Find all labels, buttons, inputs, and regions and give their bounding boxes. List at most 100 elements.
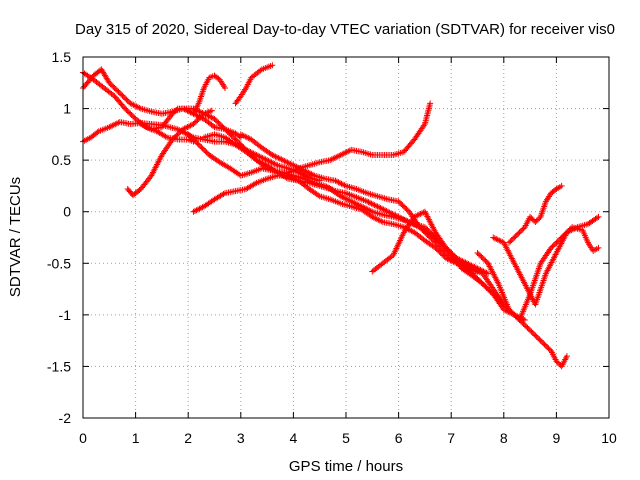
data-point — [185, 131, 192, 138]
data-point — [536, 336, 543, 343]
data-point — [396, 199, 403, 206]
data-point — [438, 251, 445, 258]
data-point — [479, 255, 486, 262]
chart-title: Day 315 of 2020, Sidereal Day-to-day VTE… — [75, 21, 615, 38]
data-point — [550, 242, 557, 249]
data-point — [595, 213, 602, 220]
data-point — [512, 233, 519, 240]
data-point — [490, 291, 497, 298]
data-point — [506, 306, 513, 313]
series-arc9 — [200, 100, 434, 176]
data-point — [94, 129, 101, 136]
data-point — [190, 136, 197, 143]
data-point — [427, 234, 434, 241]
data-point — [563, 353, 570, 360]
data-point — [475, 277, 482, 284]
data-point — [552, 187, 559, 194]
data-point — [169, 136, 176, 143]
data-point — [474, 249, 481, 256]
data-point — [558, 182, 565, 189]
data-point — [197, 114, 204, 121]
data-point — [441, 248, 448, 255]
y-tick-label: -2 — [59, 410, 72, 426]
data-point — [216, 121, 223, 128]
data-point — [127, 110, 134, 117]
data-point — [470, 271, 477, 278]
data-point — [172, 108, 179, 115]
data-point — [169, 110, 176, 117]
data-point — [198, 144, 205, 151]
x-tick-label: 0 — [79, 430, 87, 446]
series-arc7 — [190, 72, 229, 117]
data-point — [552, 240, 559, 247]
data-point — [511, 234, 518, 241]
data-point — [147, 174, 154, 181]
data-point — [524, 324, 531, 331]
axis-ticks: 0 1 2 3 4 5 6 7 8 9 10 -2 -1.5 -1 -0.5 0 0.5 1 1.5 — [47, 49, 617, 446]
data-point — [478, 279, 485, 286]
data-point — [513, 231, 520, 238]
data-point — [189, 135, 196, 142]
data-point — [546, 346, 553, 353]
series-arc15 — [506, 182, 565, 246]
data-point — [428, 235, 435, 242]
data-point — [417, 225, 424, 232]
data-point — [203, 149, 210, 156]
data-point — [421, 229, 428, 236]
data-point — [437, 244, 444, 251]
series-arc12 — [369, 208, 570, 370]
data-point — [510, 310, 517, 317]
data-point — [529, 216, 536, 223]
data-point — [126, 109, 133, 116]
data-point — [416, 224, 423, 231]
data-point — [173, 106, 180, 113]
data-point — [399, 202, 406, 209]
data-point — [517, 228, 524, 235]
data-point — [471, 273, 478, 280]
data-point — [122, 105, 129, 112]
data-point — [515, 230, 522, 237]
data-point — [508, 237, 515, 244]
data-point — [229, 133, 236, 140]
data-point — [450, 252, 457, 259]
data-point — [534, 216, 541, 223]
data-point — [494, 295, 501, 302]
x-tick-label: 3 — [237, 430, 245, 446]
data-point — [442, 249, 449, 256]
data-point — [112, 86, 119, 93]
data-point — [433, 240, 440, 247]
data-point — [222, 84, 229, 91]
data-point — [119, 92, 126, 99]
data-point — [473, 274, 480, 281]
x-tick-label: 10 — [601, 430, 617, 446]
data-point — [520, 225, 527, 232]
data-point — [507, 238, 514, 245]
data-point — [115, 88, 122, 95]
data-point — [542, 342, 549, 349]
data-point — [228, 132, 235, 139]
data-point — [548, 244, 555, 251]
y-tick-label: 1.5 — [52, 49, 72, 65]
data-point — [556, 360, 563, 367]
data-point — [193, 118, 200, 125]
data-point — [534, 335, 541, 342]
data-point — [520, 320, 527, 327]
data-point — [540, 340, 547, 347]
data-point — [492, 293, 499, 300]
data-point — [477, 278, 484, 285]
data-point — [538, 338, 545, 345]
x-tick-label: 8 — [500, 430, 508, 446]
data-point — [170, 135, 177, 142]
data-point — [120, 93, 127, 100]
data-point — [511, 311, 518, 318]
data-point — [438, 246, 445, 253]
y-tick-label: -0.5 — [47, 255, 71, 271]
data-point — [487, 288, 494, 295]
data-point — [475, 251, 482, 258]
data-point — [200, 146, 207, 153]
data-point — [444, 251, 451, 258]
x-tick-label: 2 — [184, 430, 192, 446]
data-point — [424, 231, 431, 238]
data-point — [215, 119, 222, 126]
y-tick-label: -1 — [59, 307, 72, 323]
